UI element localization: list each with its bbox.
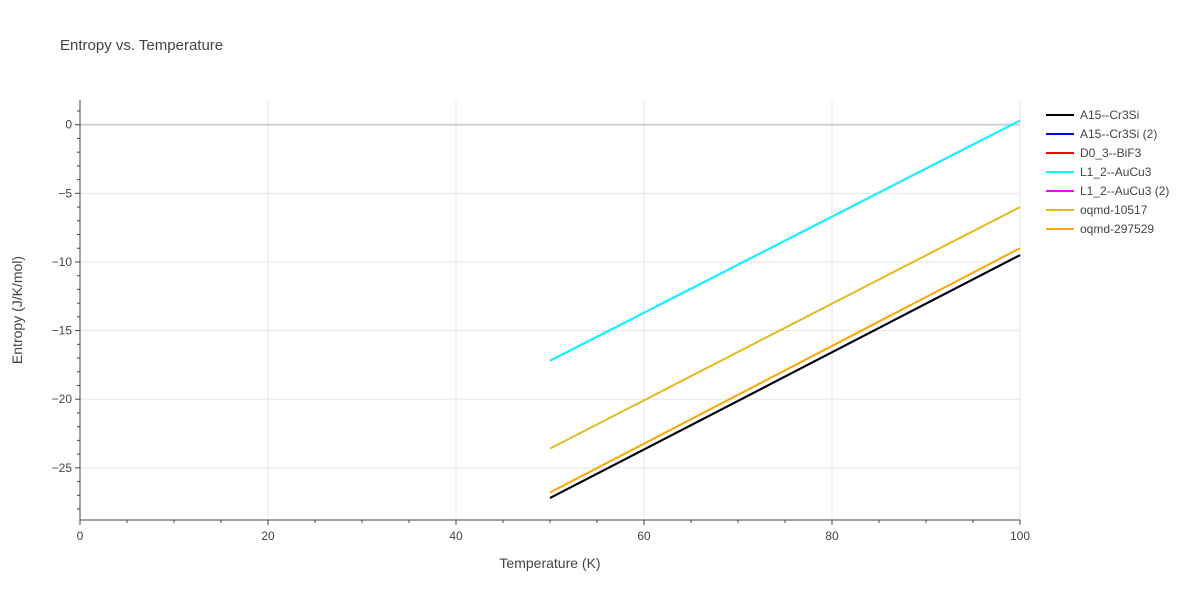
legend-item[interactable]: A15--Cr3Si bbox=[1046, 108, 1139, 122]
series-line-l1-2-aucu3 bbox=[549, 119, 1021, 362]
y-tick-label: −10 bbox=[52, 255, 73, 269]
x-tick-label: 20 bbox=[261, 529, 275, 543]
series-line-oqmd-10517 bbox=[549, 206, 1021, 450]
legend-label: A15--Cr3Si (2) bbox=[1080, 127, 1157, 141]
chart-title: Entropy vs. Temperature bbox=[60, 37, 223, 54]
legend-label: oqmd-297529 bbox=[1080, 222, 1154, 236]
legend[interactable]: A15--Cr3Si A15--Cr3Si (2) D0_3--BiF3 L1_2--… bbox=[1046, 108, 1169, 236]
x-tick-label: 100 bbox=[1010, 529, 1030, 543]
grid bbox=[80, 100, 1021, 520]
series-line-a15-cr3si bbox=[549, 254, 1021, 499]
y-axis-title: Entropy (J/K/mol) bbox=[9, 256, 25, 364]
y-tick-label: −20 bbox=[52, 392, 73, 406]
series-lines bbox=[549, 119, 1021, 499]
legend-label: oqmd-10517 bbox=[1080, 203, 1148, 217]
legend-label: D0_3--BiF3 bbox=[1080, 146, 1142, 160]
legend-item[interactable]: A15--Cr3Si (2) bbox=[1046, 127, 1157, 141]
tick-labels: 0 20 40 60 80 100 0 −5 −10 −15 −20 −25 bbox=[52, 118, 1031, 543]
legend-item[interactable]: L1_2--AuCu3 bbox=[1046, 165, 1152, 179]
x-tick-label: 60 bbox=[637, 529, 651, 543]
legend-label: A15--Cr3Si bbox=[1080, 108, 1139, 122]
y-tick-label: −15 bbox=[52, 324, 73, 338]
x-tick-label: 0 bbox=[77, 529, 84, 543]
legend-label: L1_2--AuCu3 bbox=[1080, 165, 1152, 179]
y-tick-label: 0 bbox=[65, 118, 72, 132]
legend-item[interactable]: oqmd-10517 bbox=[1046, 203, 1148, 217]
y-tick-label: −25 bbox=[52, 461, 73, 475]
legend-item[interactable]: D0_3--BiF3 bbox=[1046, 146, 1142, 160]
x-tick-label: 40 bbox=[449, 529, 463, 543]
x-tick-label: 80 bbox=[825, 529, 839, 543]
legend-label: L1_2--AuCu3 (2) bbox=[1080, 184, 1169, 198]
x-axis-title: Temperature (K) bbox=[499, 555, 600, 571]
series-line-oqmd-297529 bbox=[549, 247, 1021, 494]
axes bbox=[75, 100, 1021, 525]
y-tick-label: −5 bbox=[58, 186, 72, 200]
legend-item[interactable]: oqmd-297529 bbox=[1046, 222, 1154, 236]
legend-item[interactable]: L1_2--AuCu3 (2) bbox=[1046, 184, 1169, 198]
